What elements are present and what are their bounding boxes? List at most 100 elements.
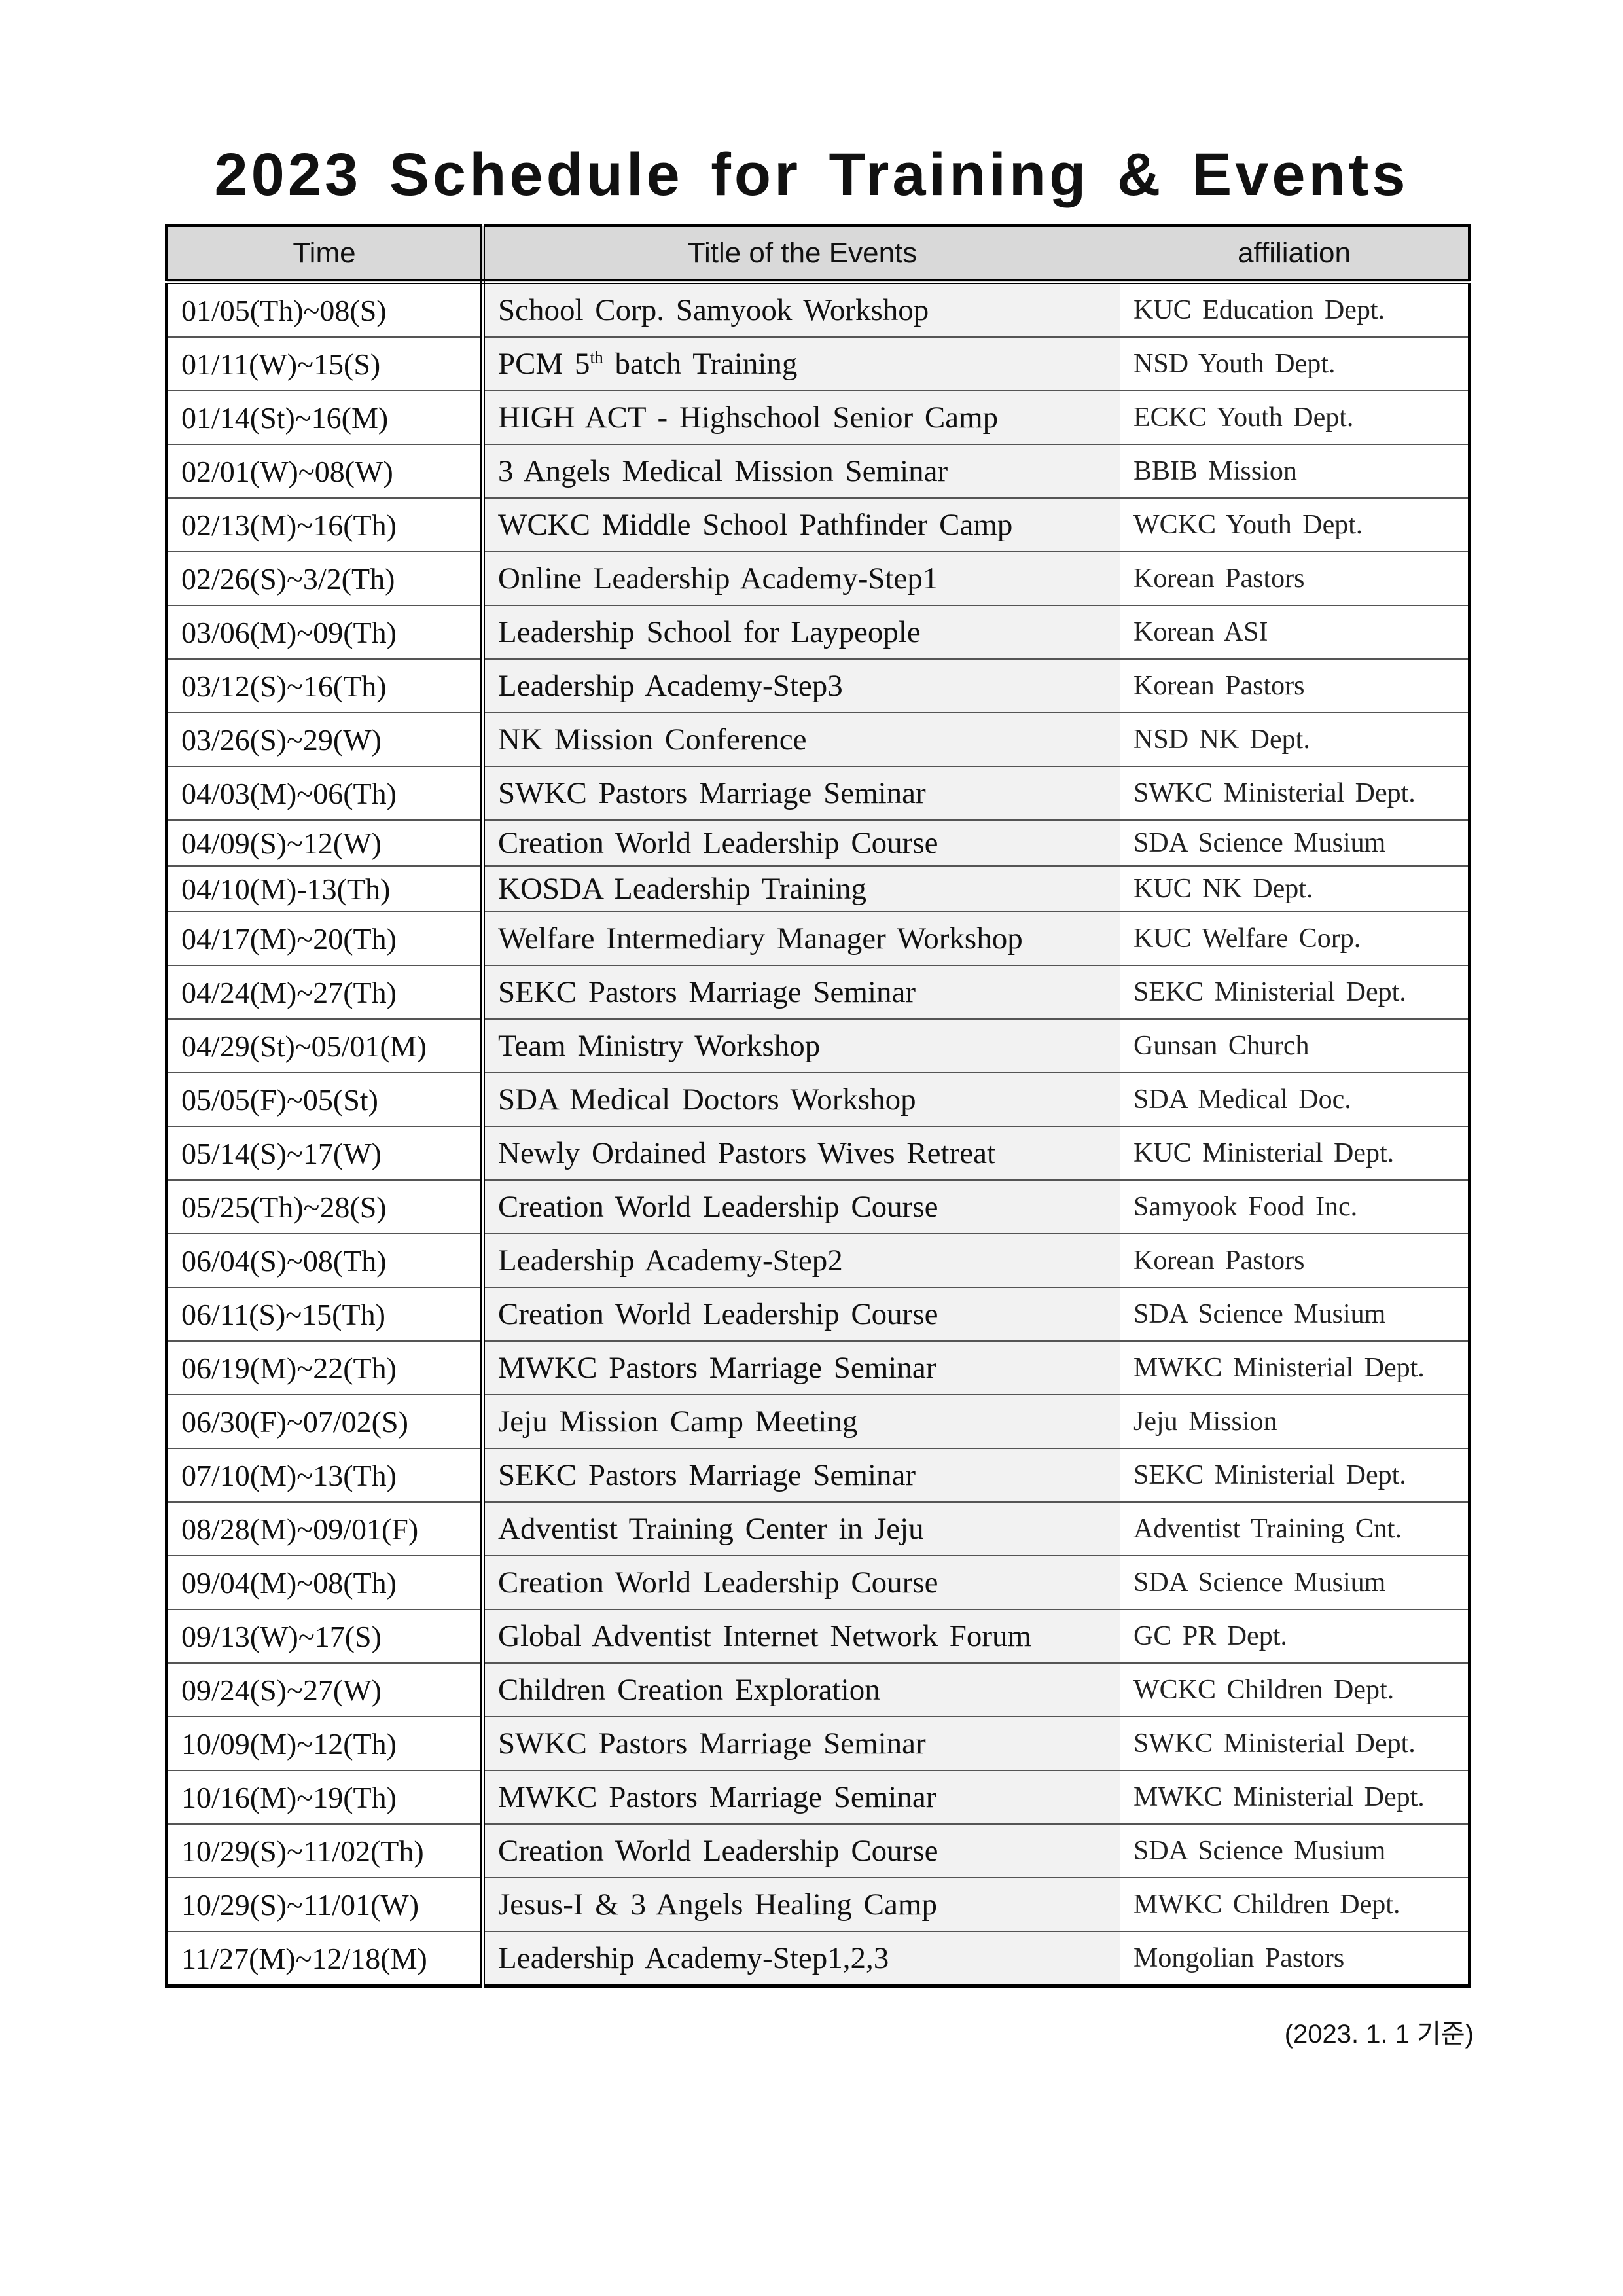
event-title-text: Creation World Leadership Course [498,826,938,860]
event-title: Leadership Academy-Step1,2,3 [482,1931,1120,1987]
event-title-text: Newly Ordained Pastors Wives Retreat [498,1136,996,1170]
event-title: HIGH ACT - Highschool Senior Camp [482,391,1120,445]
table-row: 09/04(M)~08(Th) Creation World Leadership… [166,1556,1470,1610]
event-affiliation: Korean Pastors [1120,552,1470,606]
event-title-text: Leadership Academy-Step1,2,3 [498,1941,889,1975]
event-affiliation: Adventist Training Cnt. [1120,1502,1470,1556]
event-affiliation: SDA Science Musium [1120,820,1470,867]
header-time: Time [166,225,485,284]
event-title: 3 Angels Medical Mission Seminar [482,444,1120,499]
table-row: 04/09(S)~12(W) Creation World Leadership … [166,820,1470,867]
event-title: Jeju Mission Camp Meeting [482,1395,1120,1449]
table-row: 02/13(M)~16(Th) WCKC Middle School Pathfi… [166,498,1470,552]
event-title: NK Mission Conference [482,713,1120,767]
event-title: Creation World Leadership Course [482,1287,1120,1342]
table-row: 09/24(S)~27(W) Children Creation Explorat… [166,1663,1470,1717]
event-title-text: Creation World Leadership Course [498,1297,938,1331]
table-row: 02/01(W)~08(W) 3 Angels Medical Mission S… [166,444,1470,499]
superscript: th [590,348,603,367]
table-row: 10/29(S)~11/02(Th) Creation World Leaders… [166,1824,1470,1878]
event-affiliation: Samyook Food Inc. [1120,1180,1470,1234]
event-time: 03/06(M)~09(Th) [166,605,485,660]
event-title-text: Creation World Leadership Course [498,1834,938,1868]
table-row: 01/05(Th)~08(S) School Corp. Samyook Work… [166,281,1470,338]
table-row: 10/16(M)~19(Th) MWKC Pastors Marriage Sem… [166,1770,1470,1825]
event-time: 09/04(M)~08(Th) [166,1556,485,1610]
event-title-text: School Corp. Samyook Workshop [498,293,929,327]
event-time: 09/24(S)~27(W) [166,1663,485,1717]
event-title-text: Welfare Intermediary Manager Workshop [498,922,1023,956]
event-affiliation: SWKC Ministerial Dept. [1120,766,1470,821]
event-title-text: SEKC Pastors Marriage Seminar [498,975,916,1009]
event-title-text: SDA Medical Doctors Workshop [498,1083,916,1117]
event-time: 04/09(S)~12(W) [166,820,485,867]
event-title: School Corp. Samyook Workshop [482,281,1120,338]
table-row: 06/19(M)~22(Th) MWKC Pastors Marriage Sem… [166,1341,1470,1395]
event-affiliation: SEKC Ministerial Dept. [1120,1448,1470,1503]
event-title-text: Online Leadership Academy-Step1 [498,562,938,596]
event-affiliation: SDA Science Musium [1120,1287,1470,1342]
event-title: Creation World Leadership Course [482,820,1120,867]
event-time: 03/26(S)~29(W) [166,713,485,767]
event-title: Creation World Leadership Course [482,1824,1120,1878]
event-time: 06/11(S)~15(Th) [166,1287,485,1342]
table-row: 06/04(S)~08(Th) Leadership Academy-Step2 K… [166,1234,1470,1288]
table-row: 04/03(M)~06(Th) SWKC Pastors Marriage Sem… [166,766,1470,821]
as-of-note: (2023. 1. 1 기준) [1284,2020,1474,2049]
event-title-text: SEKC Pastors Marriage Seminar [498,1458,916,1492]
event-time: 06/04(S)~08(Th) [166,1234,485,1288]
event-affiliation: SDA Science Musium [1120,1824,1470,1878]
event-affiliation: KUC Education Dept. [1120,281,1470,338]
event-title-text: Jeju Mission Camp Meeting [498,1405,858,1439]
event-affiliation: MWKC Ministerial Dept. [1120,1770,1470,1825]
event-title: Team Ministry Workshop [482,1019,1120,1073]
event-title-text: KOSDA Leadership Training [498,872,866,906]
table-row: 09/13(W)~17(S) Global Adventist Internet … [166,1609,1470,1664]
event-title: Creation World Leadership Course [482,1180,1120,1234]
table-row: 05/25(Th)~28(S) Creation World Leadership… [166,1180,1470,1234]
event-title-text: PCM 5 [498,347,590,381]
table-row: 01/14(St)~16(M) HIGH ACT - Highschool Sen… [166,391,1470,445]
event-title-text: Children Creation Exploration [498,1673,880,1707]
event-time: 04/10(M)-13(Th) [166,866,485,912]
event-title: Children Creation Exploration [482,1663,1120,1717]
event-time: 10/16(M)~19(Th) [166,1770,485,1825]
event-time: 04/03(M)~06(Th) [166,766,485,821]
event-time: 05/05(F)~05(St) [166,1073,485,1127]
table-row: 02/26(S)~3/2(Th) Online Leadership Academ… [166,552,1470,606]
event-affiliation: KUC Welfare Corp. [1120,912,1470,966]
event-affiliation: SWKC Ministerial Dept. [1120,1717,1470,1771]
event-title-text: MWKC Pastors Marriage Seminar [498,1351,936,1385]
event-affiliation: WCKC Children Dept. [1120,1663,1470,1717]
event-affiliation: Korean Pastors [1120,1234,1470,1288]
schedule-table: Time Title of the Events affiliation 01/… [165,224,1471,1988]
event-affiliation: Mongolian Pastors [1120,1931,1470,1987]
event-time: 08/28(M)~09/01(F) [166,1502,485,1556]
event-title-text: WCKC Middle School Pathfinder Camp [498,508,1013,542]
event-title: Creation World Leadership Course [482,1556,1120,1610]
event-affiliation: KUC NK Dept. [1120,866,1470,912]
event-title: SEKC Pastors Marriage Seminar [482,965,1120,1020]
event-title: Leadership School for Laypeople [482,605,1120,660]
event-time: 01/11(W)~15(S) [166,337,485,391]
event-affiliation: KUC Ministerial Dept. [1120,1126,1470,1181]
event-time: 07/10(M)~13(Th) [166,1448,485,1503]
header-affiliation: affiliation [1120,225,1470,284]
table-row: 05/14(S)~17(W) Newly Ordained Pastors Wiv… [166,1126,1470,1181]
table-row: 01/11(W)~15(S) PCM 5th batch Training NSD … [166,337,1470,391]
table-row: 05/05(F)~05(St) SDA Medical Doctors Works… [166,1073,1470,1127]
event-affiliation: Korean ASI [1120,605,1470,660]
table-row: 04/17(M)~20(Th) Welfare Intermediary Mana… [166,912,1470,966]
event-title-text: Leadership School for Laypeople [498,615,921,649]
event-affiliation: SDA Science Musium [1120,1556,1470,1610]
event-title-text: Leadership Academy-Step3 [498,669,843,703]
event-title: Newly Ordained Pastors Wives Retreat [482,1126,1120,1181]
event-title: SEKC Pastors Marriage Seminar [482,1448,1120,1503]
event-title-text: Adventist Training Center in Jeju [498,1512,924,1546]
event-time: 01/05(Th)~08(S) [166,281,485,338]
event-title-text: Creation World Leadership Course [498,1190,938,1224]
event-time: 06/19(M)~22(Th) [166,1341,485,1395]
event-affiliation: SDA Medical Doc. [1120,1073,1470,1127]
event-affiliation: SEKC Ministerial Dept. [1120,965,1470,1020]
event-time: 11/27(M)~12/18(M) [166,1931,485,1987]
